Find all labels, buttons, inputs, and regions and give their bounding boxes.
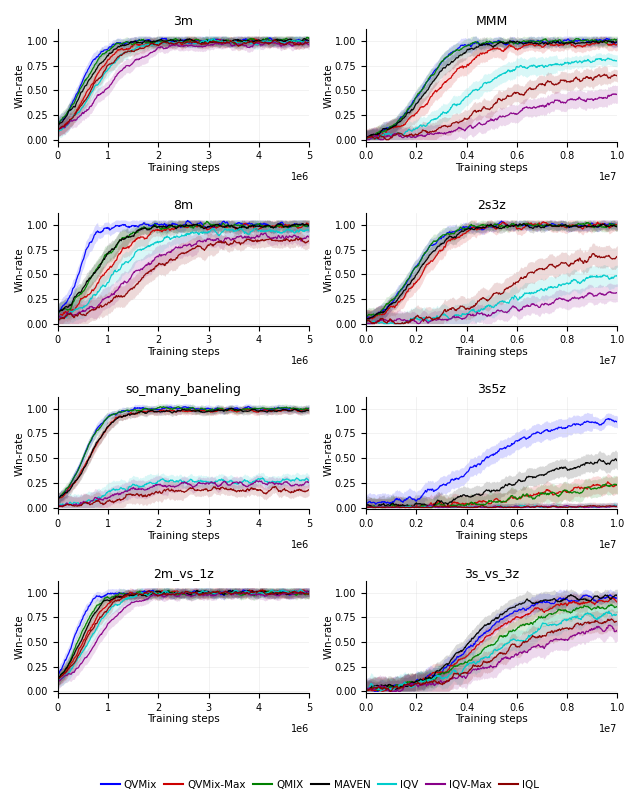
Text: 1e6: 1e6 [291, 356, 309, 366]
Text: 1e7: 1e7 [599, 172, 618, 183]
Text: 1e6: 1e6 [291, 172, 309, 183]
Title: MMM: MMM [476, 15, 508, 28]
X-axis label: Training steps: Training steps [455, 714, 528, 724]
Y-axis label: Win-rate: Win-rate [323, 247, 333, 292]
Title: 3s5z: 3s5z [477, 383, 506, 396]
Text: 1e7: 1e7 [599, 356, 618, 366]
Y-axis label: Win-rate: Win-rate [15, 63, 25, 108]
Text: 1e6: 1e6 [291, 724, 309, 734]
X-axis label: Training steps: Training steps [147, 347, 220, 356]
Y-axis label: Win-rate: Win-rate [323, 615, 333, 659]
Y-axis label: Win-rate: Win-rate [15, 431, 25, 476]
Text: 1e6: 1e6 [291, 540, 309, 550]
Text: 1e7: 1e7 [599, 540, 618, 550]
X-axis label: Training steps: Training steps [147, 530, 220, 541]
Title: 2s3z: 2s3z [477, 199, 506, 212]
Legend: QVMix, QVMix-Max, QMIX, MAVEN, IQV, IQV-Max, IQL: QVMix, QVMix-Max, QMIX, MAVEN, IQV, IQV-… [97, 776, 543, 794]
Y-axis label: Win-rate: Win-rate [15, 247, 25, 292]
X-axis label: Training steps: Training steps [455, 530, 528, 541]
X-axis label: Training steps: Training steps [455, 163, 528, 173]
X-axis label: Training steps: Training steps [147, 714, 220, 724]
Y-axis label: Win-rate: Win-rate [323, 431, 333, 476]
Title: 3s_vs_3z: 3s_vs_3z [464, 566, 519, 580]
Title: 8m: 8m [173, 199, 193, 212]
X-axis label: Training steps: Training steps [147, 163, 220, 173]
Title: 3m: 3m [173, 15, 193, 28]
Y-axis label: Win-rate: Win-rate [15, 615, 25, 659]
X-axis label: Training steps: Training steps [455, 347, 528, 356]
Title: so_many_baneling: so_many_baneling [125, 383, 241, 396]
Title: 2m_vs_1z: 2m_vs_1z [153, 566, 214, 580]
Y-axis label: Win-rate: Win-rate [323, 63, 333, 108]
Text: 1e7: 1e7 [599, 724, 618, 734]
